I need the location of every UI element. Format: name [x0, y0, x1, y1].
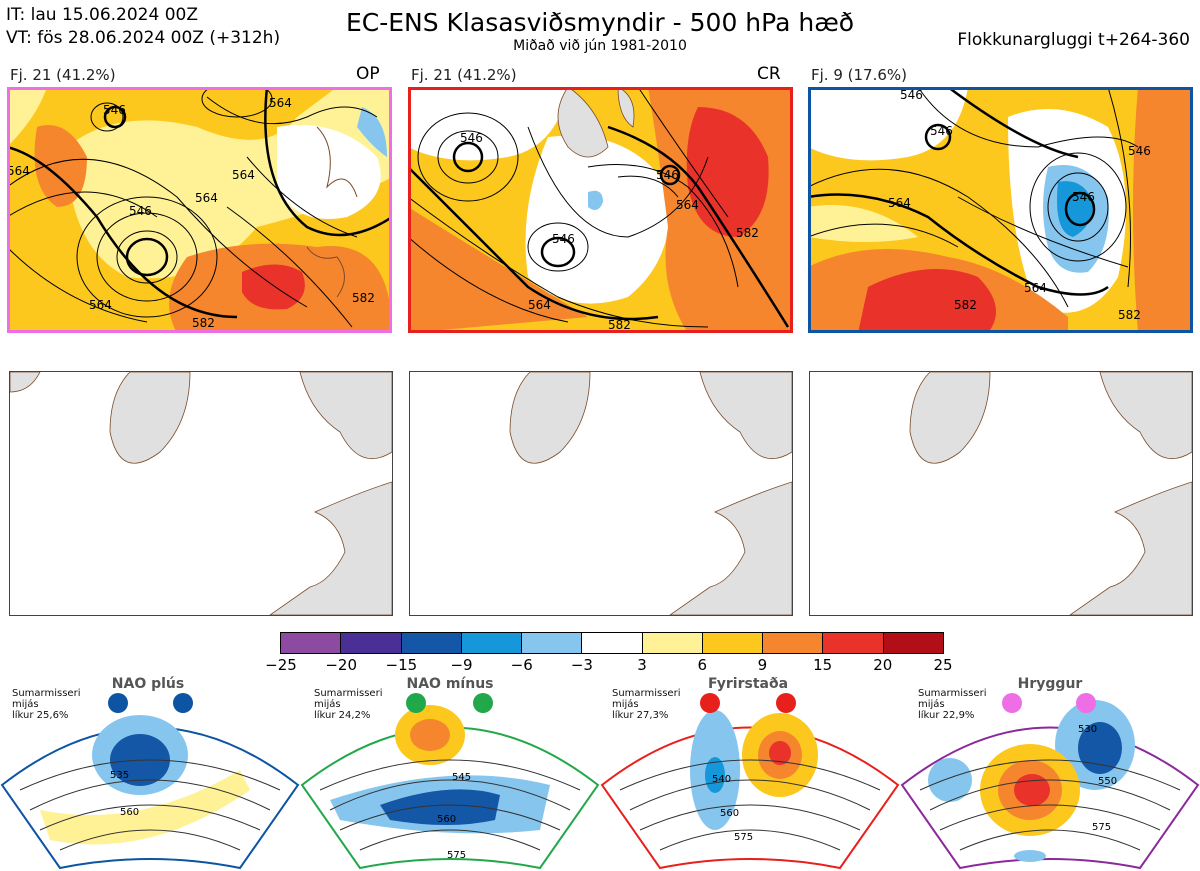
regime-2-marker	[473, 693, 493, 713]
classification-window: Flokkunargluggi t+264-360	[957, 30, 1190, 50]
contour-label: 564	[89, 298, 112, 312]
contour-label: 546	[1128, 144, 1151, 158]
colorbar-tick-label: −6	[510, 656, 533, 674]
contour-label: 564	[888, 196, 911, 210]
contour-label: 546	[900, 88, 923, 102]
regime-2-marker	[406, 693, 426, 713]
contour-label: 546	[460, 131, 483, 145]
regime-3-marker	[700, 693, 720, 713]
contour-label: 582	[1118, 308, 1141, 322]
colorbar-tick-label: −9	[450, 656, 473, 674]
regime-1-marker	[173, 693, 193, 713]
regime-1-map: 535 560	[0, 693, 300, 870]
panel-2-tag: CR	[757, 64, 781, 84]
colorbar-tick-label: 6	[697, 656, 708, 674]
contour-label: 564	[528, 298, 551, 312]
regime-2-note: Sumarmisseri mijás líkur 24,2%	[314, 688, 383, 721]
contour-label: 560	[120, 807, 139, 818]
colorbar-tick-label: −20	[325, 656, 357, 674]
contour-label: 550	[1098, 776, 1117, 787]
contour-label: 564	[232, 168, 255, 182]
panel-1-label: Fj. 21 (41.2%)	[10, 66, 116, 84]
initial-time: IT: lau 15.06.2024 00Z	[6, 5, 198, 25]
contour-label: 582	[954, 298, 977, 312]
regime-4-note: Sumarmisseri mijás líkur 22,9%	[918, 688, 987, 721]
contour-label: 575	[447, 850, 466, 861]
contour-label: 564	[7, 164, 30, 178]
contour-label: 546	[656, 168, 679, 182]
regime-2-map: 545 560 575	[300, 693, 600, 870]
contour-label: 582	[352, 291, 375, 305]
colorbar-swatch	[702, 633, 764, 653]
contour-label: 560	[437, 814, 456, 825]
colorbar-tick-label: 3	[637, 656, 647, 674]
contour-label: 545	[452, 772, 471, 783]
colorbar-tick-label: −25	[265, 656, 297, 674]
colorbar	[280, 632, 944, 654]
regime-3-marker	[776, 693, 796, 713]
cluster-map-panel-3: 546 546 564 546 564 582 582 546	[808, 87, 1193, 333]
colorbar-swatch	[522, 633, 583, 653]
contour-label: 582	[608, 318, 631, 332]
empty-map-1	[9, 371, 393, 616]
panel-3-label: Fj. 9 (17.6%)	[811, 66, 907, 84]
valid-time: VT: fös 28.06.2024 00Z (+312h)	[6, 28, 281, 48]
empty-map-3	[809, 371, 1193, 616]
contour-label: 546	[930, 124, 953, 138]
contour-label: 582	[736, 226, 759, 240]
regime-3-title: Fyrirstaða	[707, 676, 789, 692]
contour-label: 535	[110, 770, 129, 781]
colorbar-tick-label: 9	[757, 656, 768, 674]
contour-label: 564	[195, 191, 218, 205]
regime-4-marker	[1076, 693, 1096, 713]
regime-4-title: Hryggur	[1017, 676, 1083, 692]
colorbar-swatch	[461, 633, 523, 653]
panel-2-label: Fj. 21 (41.2%)	[411, 66, 517, 84]
regime-1-marker	[108, 693, 128, 713]
colorbar-tick-label: −15	[385, 656, 418, 674]
contour-label: 546	[1072, 190, 1095, 204]
colorbar-swatch	[341, 633, 402, 653]
contour-label: 540	[712, 774, 731, 785]
contour-label: 564	[676, 198, 699, 212]
colorbar-swatch	[401, 633, 462, 653]
regime-4-map: 530 550 575	[900, 693, 1200, 870]
regime-2-title: NAO mínus	[406, 676, 494, 692]
colorbar-tick-label: 20	[873, 656, 893, 674]
contour-label: 564	[269, 96, 292, 110]
colorbar-swatch	[281, 633, 342, 653]
regime-4-marker	[1002, 693, 1022, 713]
contour-label: 546	[129, 204, 152, 218]
contour-label: 582	[192, 316, 215, 330]
colorbar-tick-label: −3	[570, 656, 593, 674]
page-title: EC-ENS Klasasviðsmyndir - 500 hPa hæð	[345, 8, 855, 37]
empty-map-2	[409, 371, 793, 616]
contour-label: 564	[1024, 281, 1047, 295]
colorbar-swatch	[883, 633, 943, 653]
cluster-map-panel-1: 546 564 564 564 546 564 582 564 582	[7, 87, 392, 333]
contour-label: 546	[103, 103, 126, 117]
colorbar-swatch	[823, 633, 884, 653]
regime-row: Sumarmisseri mijás líkur 25,6% NAO plús 53…	[0, 672, 1200, 871]
contour-label: 530	[1078, 724, 1097, 735]
regime-1-title: NAO plús	[111, 676, 185, 692]
colorbar-swatch	[642, 633, 703, 653]
panel-1-tag: OP	[356, 64, 380, 84]
page-subtitle: Miðað við jún 1981-2010	[513, 38, 687, 54]
contour-label: 575	[734, 832, 753, 843]
header-info: IT: lau 15.06.2024 00Z VT: fös 28.06.202…	[6, 4, 280, 50]
cluster-map-panel-2: 546 546 564 546 564 582 582	[408, 87, 793, 333]
regime-1-note: Sumarmisseri mijás líkur 25,6%	[12, 688, 81, 721]
colorbar-tick-label: 15	[813, 656, 833, 674]
contour-label: 546	[552, 232, 575, 246]
contour-label: 560	[720, 808, 739, 819]
colorbar-tick-label: 25	[933, 656, 953, 674]
colorbar-swatch	[582, 633, 643, 653]
contour-label: 575	[1092, 822, 1111, 833]
colorbar-swatch	[763, 633, 824, 653]
regime-3-note: Sumarmisseri mijás líkur 27,3%	[612, 688, 681, 721]
regime-3-map: 540 560 575	[600, 693, 900, 870]
